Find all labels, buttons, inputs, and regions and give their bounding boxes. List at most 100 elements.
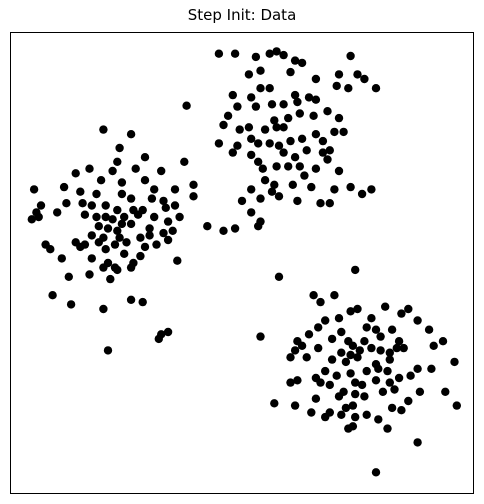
- scatter-point: [99, 304, 108, 314]
- scatter-point: [325, 380, 334, 390]
- scatter-point: [76, 242, 85, 252]
- scatter-point: [327, 355, 337, 364]
- scatter-point: [406, 371, 415, 380]
- scatter-point: [413, 364, 422, 373]
- scatter-point: [360, 337, 369, 346]
- scatter-point: [99, 263, 108, 272]
- scatter-point: [371, 84, 381, 93]
- scatter-point: [290, 346, 300, 355]
- scatter-point: [274, 272, 284, 281]
- scatter-point: [103, 346, 113, 355]
- scatter-point: [175, 212, 184, 222]
- scatter-point: [290, 90, 300, 100]
- scatter-point: [140, 176, 150, 185]
- scatter-point: [337, 348, 346, 357]
- scatter-point: [223, 111, 233, 121]
- scatter-point: [341, 357, 351, 367]
- scatter-point: [413, 316, 422, 325]
- scatter-point: [247, 208, 256, 217]
- scatter-point: [348, 341, 358, 350]
- scatter-point: [251, 52, 261, 62]
- scatter-point: [297, 341, 307, 350]
- scatter-point: [136, 251, 145, 261]
- scatter-point: [351, 412, 360, 422]
- scatter-point: [230, 49, 240, 58]
- scatter-point: [76, 187, 85, 196]
- scatter-point: [113, 226, 122, 235]
- scatter-point: [321, 366, 330, 376]
- scatter-point: [321, 412, 330, 422]
- scatter-point: [272, 47, 281, 56]
- scatter-point: [265, 49, 274, 58]
- scatter-point: [330, 185, 339, 194]
- scatter-point: [383, 424, 392, 433]
- scatter-point: [122, 238, 131, 247]
- scatter-point: [136, 233, 145, 242]
- scatter-point: [325, 199, 334, 208]
- scatter-point: [346, 182, 355, 192]
- scatter-point: [244, 123, 254, 132]
- scatter-point: [145, 231, 154, 240]
- scatter-point: [385, 355, 394, 364]
- scatter-point: [309, 111, 318, 121]
- scatter-point: [413, 438, 422, 447]
- scatter-point: [371, 376, 381, 385]
- scatter-point: [387, 325, 397, 334]
- scatter-point: [219, 226, 228, 235]
- scatter-point: [351, 389, 360, 399]
- scatter-point: [219, 120, 228, 130]
- scatter-point: [103, 224, 113, 233]
- scatter-point: [131, 164, 140, 173]
- scatter-point: [256, 66, 265, 75]
- scatter-point: [244, 70, 254, 79]
- scatter-point: [337, 327, 346, 337]
- scatter-point: [173, 256, 182, 265]
- scatter-point: [353, 304, 362, 314]
- scatter-point: [113, 265, 122, 275]
- scatter-point: [157, 166, 166, 176]
- scatter-point: [101, 201, 110, 210]
- scatter-point: [374, 415, 383, 424]
- scatter-point: [80, 210, 90, 219]
- scatter-point: [404, 304, 413, 314]
- scatter-point: [247, 185, 256, 194]
- scatter-point: [383, 366, 392, 376]
- scatter-point: [126, 263, 136, 272]
- scatter-point: [307, 408, 316, 417]
- scatter-point: [330, 127, 339, 137]
- scatter-point: [270, 399, 279, 408]
- scatter-point: [272, 162, 281, 171]
- scatter-point: [337, 410, 346, 419]
- scatter-point: [94, 238, 104, 247]
- scatter-point: [341, 403, 351, 413]
- scatter-point: [321, 316, 330, 325]
- scatter-point: [334, 392, 344, 401]
- scatter-point: [126, 295, 136, 304]
- scatter-point: [286, 353, 295, 362]
- scatter-point: [311, 74, 321, 84]
- scatter-point: [106, 274, 115, 284]
- scatter-point: [334, 70, 344, 79]
- scatter-point: [367, 343, 376, 353]
- scatter-point: [302, 353, 311, 362]
- scatter-point: [346, 307, 355, 316]
- scatter-point: [57, 254, 66, 263]
- scatter-point: [147, 194, 157, 203]
- scatter-point: [168, 226, 177, 235]
- scatter-point: [302, 146, 311, 155]
- scatter-point: [323, 155, 332, 164]
- scatter-point: [286, 136, 295, 146]
- scatter-point: [286, 378, 295, 387]
- scatter-point: [254, 139, 263, 148]
- scatter-point: [314, 323, 323, 332]
- scatter-point: [351, 265, 360, 275]
- scatter-point: [36, 201, 46, 210]
- scatter-point: [348, 401, 358, 410]
- scatter-point: [355, 346, 364, 355]
- scatter-point: [117, 189, 127, 199]
- scatter-point: [304, 93, 314, 102]
- scatter-point: [140, 153, 150, 162]
- scatter-point: [228, 90, 237, 100]
- scatter-point: [214, 139, 224, 148]
